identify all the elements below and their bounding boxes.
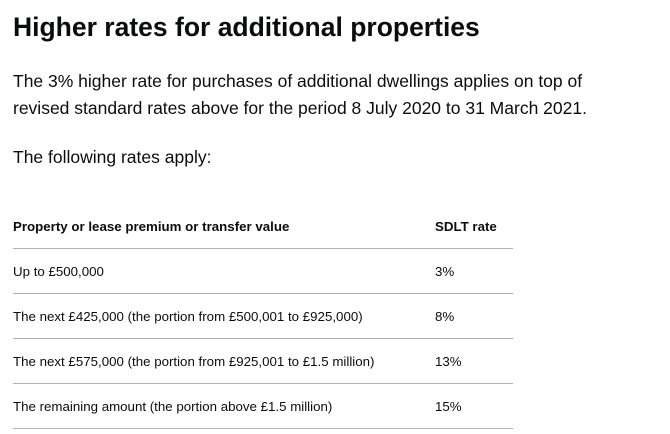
band-cell: The next £425,000 (the portion from £500… — [13, 293, 435, 339]
table-header-row: Property or lease premium or transfer va… — [13, 204, 513, 249]
rate-cell: 3% — [435, 248, 513, 294]
rate-cell: 8% — [435, 293, 513, 339]
rate-cell: 15% — [435, 383, 513, 429]
band-cell: The next £575,000 (the portion from £925… — [13, 338, 435, 384]
header-sdlt-rate: SDLT rate — [435, 204, 513, 249]
rate-cell: 13% — [435, 338, 513, 384]
table-row: Up to £500,000 3% — [13, 248, 513, 294]
section-heading: Higher rates for additional properties — [13, 12, 480, 42]
sdlt-rates-table: Property or lease premium or transfer va… — [13, 204, 513, 429]
band-cell: The remaining amount (the portion above … — [13, 383, 435, 429]
header-property-value: Property or lease premium or transfer va… — [13, 204, 435, 249]
intro-line-2: revised standard rates above for the per… — [13, 98, 587, 118]
table-row: The remaining amount (the portion above … — [13, 383, 513, 429]
table-row: The next £425,000 (the portion from £500… — [13, 293, 513, 339]
intro-paragraph: The 3% higher rate for purchases of addi… — [13, 68, 587, 122]
intro-line-1: The 3% higher rate for purchases of addi… — [13, 71, 583, 91]
following-rates-text: The following rates apply: — [13, 147, 212, 167]
band-cell: Up to £500,000 — [13, 248, 435, 294]
table-row: The next £575,000 (the portion from £925… — [13, 338, 513, 384]
